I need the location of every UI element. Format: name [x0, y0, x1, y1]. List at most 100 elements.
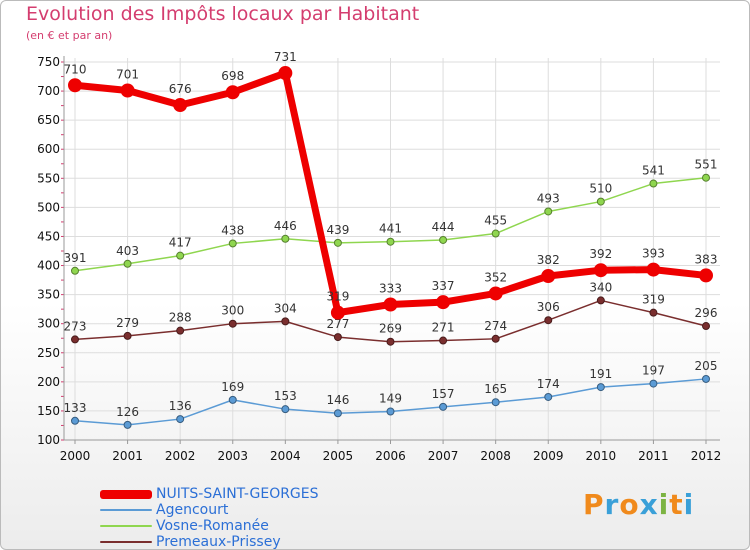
data-point-premeaux-prissey: [702, 322, 710, 331]
legend-swatch: [100, 509, 152, 511]
x-tick-label: 2005: [323, 449, 354, 463]
data-label-agencourt: 146: [326, 393, 349, 407]
x-tick-label: 2008: [480, 449, 511, 463]
logo-letter: P: [583, 488, 605, 521]
legend-item: Vosne-Romanée: [100, 518, 319, 534]
data-label-premeaux-prissey: 273: [64, 319, 87, 333]
x-tick-label: 2000: [60, 449, 91, 463]
data-point-premeaux-prissey: [649, 308, 658, 317]
y-tick-label: 500: [37, 200, 60, 214]
data-label-vosne-romanee: 417: [169, 236, 192, 250]
legend-item: NUITS-SAINT-GEORGES: [100, 486, 319, 502]
data-label-vosne-romanee: 551: [695, 158, 718, 172]
data-point-premeaux-prissey: [386, 337, 395, 346]
data-label-vosne-romanee: 510: [589, 182, 612, 196]
data-point-vosne-romanee: [176, 251, 185, 260]
data-label-agencourt: 165: [484, 382, 507, 396]
data-label-agencourt: 169: [221, 380, 244, 394]
logo-letter: x: [639, 488, 659, 521]
data-label-vosne-romanee: 446: [274, 219, 297, 233]
data-point-premeaux-prissey: [439, 336, 448, 345]
data-label-agencourt: 205: [695, 359, 718, 373]
legend-swatch: [100, 525, 152, 527]
data-point-vosne-romanee: [71, 266, 79, 275]
data-point-vosne-romanee: [596, 197, 605, 206]
data-point-vosne-romanee: [702, 173, 710, 182]
x-tick-label: 2001: [112, 449, 143, 463]
data-label-premeaux-prissey: 300: [221, 304, 244, 318]
legend-swatch: [100, 489, 152, 499]
data-point-nuits-saint-georges: [488, 286, 503, 301]
data-point-premeaux-prissey: [281, 317, 290, 326]
data-label-premeaux-prissey: 277: [326, 317, 349, 331]
proxiti-logo: Proxiti: [583, 488, 694, 521]
data-point-nuits-saint-georges: [383, 297, 398, 312]
data-point-vosne-romanee: [281, 234, 290, 243]
data-label-vosne-romanee: 493: [537, 191, 560, 205]
data-label-nuits-saint-georges: 337: [432, 279, 455, 293]
data-point-agencourt: [544, 392, 553, 401]
data-label-agencourt: 157: [432, 387, 455, 401]
legend-label: Agencourt: [156, 502, 229, 518]
data-label-vosne-romanee: 438: [221, 223, 244, 237]
data-label-nuits-saint-georges: 319: [326, 290, 349, 304]
data-point-nuits-saint-georges: [593, 263, 608, 278]
data-label-nuits-saint-georges: 383: [695, 252, 718, 266]
y-tick-label: 100: [37, 433, 60, 447]
data-label-agencourt: 149: [379, 392, 402, 406]
data-label-premeaux-prissey: 271: [432, 321, 455, 335]
data-point-agencourt: [649, 379, 658, 388]
data-label-agencourt: 136: [169, 399, 192, 413]
data-point-vosne-romanee: [386, 237, 395, 246]
legend-item: Agencourt: [100, 502, 319, 518]
y-tick-label: 350: [37, 288, 60, 302]
data-label-nuits-saint-georges: 393: [642, 247, 665, 261]
data-label-nuits-saint-georges: 731: [274, 50, 297, 64]
y-tick-label: 650: [37, 113, 60, 127]
legend-swatch: [100, 541, 152, 543]
data-label-agencourt: 191: [589, 367, 612, 381]
data-label-premeaux-prissey: 288: [169, 311, 192, 325]
data-label-agencourt: 126: [116, 405, 139, 419]
data-point-nuits-saint-georges: [330, 305, 345, 320]
data-point-agencourt: [702, 374, 710, 383]
logo-letter: i: [683, 488, 695, 521]
data-point-premeaux-prissey: [596, 296, 605, 305]
data-point-nuits-saint-georges: [173, 98, 188, 113]
legend-label: Premeaux-Prissey: [156, 534, 281, 550]
data-label-agencourt: 153: [274, 389, 297, 403]
data-point-nuits-saint-georges: [68, 78, 82, 93]
data-point-agencourt: [596, 383, 605, 392]
data-label-vosne-romanee: 444: [432, 220, 455, 234]
data-point-vosne-romanee: [544, 207, 553, 216]
legend: NUITS-SAINT-GEORGES Agencourt Vosne-Romané…: [100, 486, 319, 550]
data-label-nuits-saint-georges: 710: [64, 62, 87, 76]
data-label-agencourt: 197: [642, 364, 665, 378]
data-label-vosne-romanee: 391: [64, 251, 87, 265]
x-tick-label: 2009: [533, 449, 564, 463]
data-point-premeaux-prissey: [491, 334, 500, 343]
legend-item: Premeaux-Prissey: [100, 534, 319, 550]
data-label-premeaux-prissey: 279: [116, 316, 139, 330]
chart-title: Evolution des Impôts locaux par Habitant: [26, 3, 420, 25]
data-point-nuits-saint-georges: [646, 262, 661, 277]
data-label-premeaux-prissey: 296: [695, 306, 718, 320]
data-label-vosne-romanee: 439: [326, 223, 349, 237]
data-label-agencourt: 133: [64, 401, 87, 415]
data-label-premeaux-prissey: 269: [379, 322, 402, 336]
data-point-agencourt: [439, 402, 448, 411]
y-tick-label: 550: [37, 171, 60, 185]
x-tick-label: 2012: [691, 449, 722, 463]
data-point-agencourt: [123, 420, 132, 429]
chart-subtitle: (en € et par an): [26, 29, 113, 42]
y-tick-label: 600: [37, 142, 60, 156]
data-label-nuits-saint-georges: 352: [484, 270, 507, 284]
data-point-nuits-saint-georges: [225, 85, 240, 100]
y-tick-label: 150: [37, 404, 60, 418]
data-label-agencourt: 174: [537, 377, 560, 391]
y-tick-label: 250: [37, 346, 60, 360]
data-label-premeaux-prissey: 306: [537, 300, 560, 314]
data-label-vosne-romanee: 403: [116, 244, 139, 258]
data-label-nuits-saint-georges: 676: [169, 82, 192, 96]
data-point-premeaux-prissey: [123, 331, 132, 340]
